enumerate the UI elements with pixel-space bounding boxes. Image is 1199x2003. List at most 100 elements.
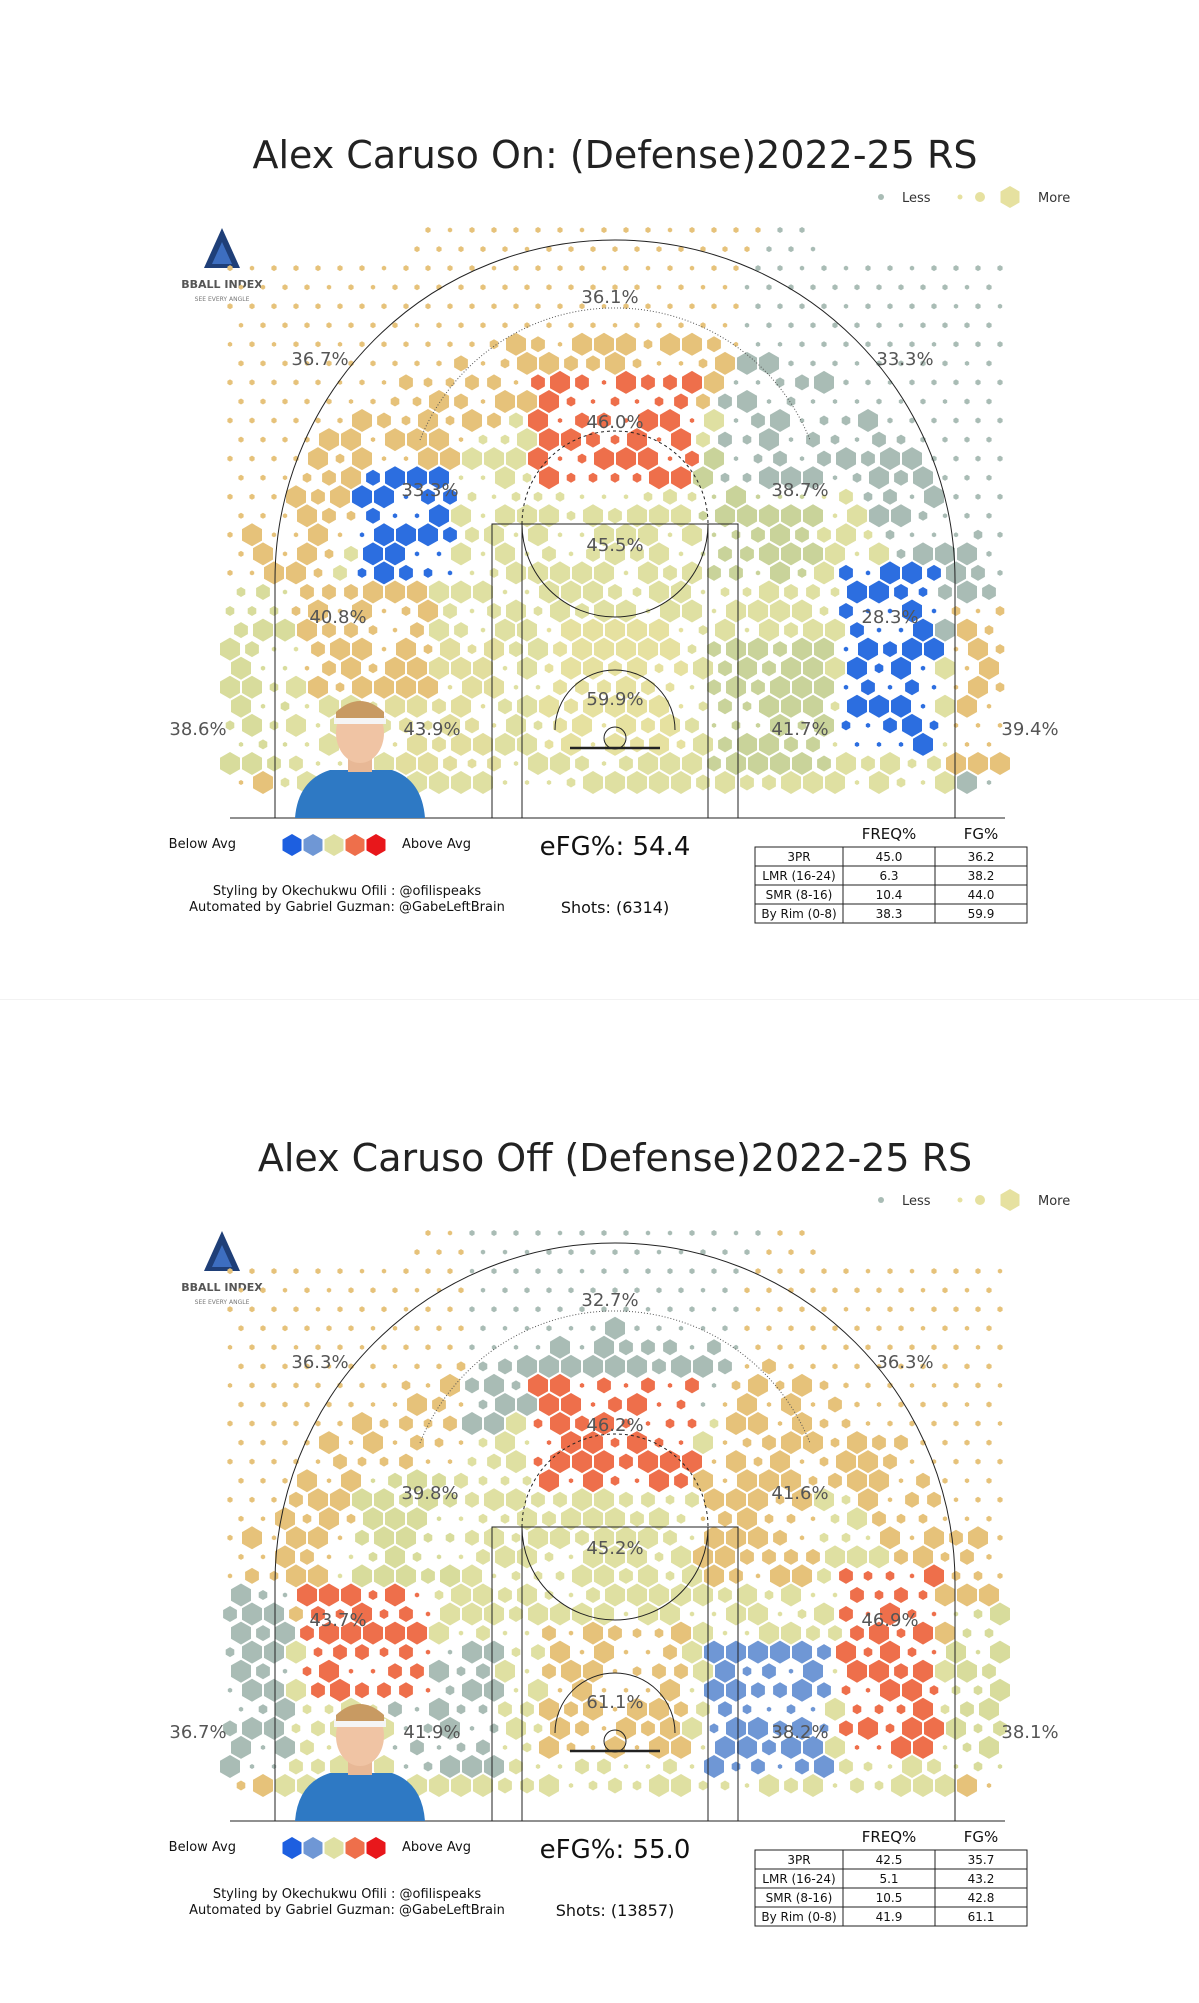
- shot-hex: [973, 1685, 983, 1696]
- shot-hex: [407, 1393, 427, 1416]
- shot-hex: [627, 1545, 647, 1569]
- shot-hex: [517, 1393, 537, 1416]
- shot-hex: [247, 606, 257, 616]
- shot-hex: [480, 551, 486, 557]
- shot-hex: [546, 1249, 552, 1256]
- shot-hex: [883, 1453, 897, 1470]
- shot-hex: [513, 1230, 519, 1236]
- shot-hex: [649, 1774, 669, 1797]
- shot-hex: [726, 1450, 746, 1474]
- shot-hex: [539, 580, 559, 604]
- shot-hex: [880, 752, 900, 775]
- shot-hex: [722, 1630, 728, 1636]
- shot-hex: [825, 656, 845, 680]
- shot-hex: [762, 1434, 776, 1451]
- shot-hex: [623, 1230, 629, 1236]
- shot-hex: [821, 494, 827, 500]
- shot-hex: [425, 1687, 431, 1693]
- shot-hex: [502, 1287, 508, 1294]
- shot-hex: [513, 684, 519, 690]
- shot-hex: [495, 1431, 515, 1455]
- shot-hex: [275, 1774, 295, 1797]
- shot-hex: [271, 303, 277, 310]
- zone-label-rim: 61.1%: [586, 1692, 643, 1713]
- shot-hex: [887, 684, 893, 690]
- shot-hex: [819, 415, 829, 426]
- shot-hex: [832, 1592, 838, 1598]
- shot-hex: [506, 561, 526, 585]
- shot-hex: [610, 1475, 620, 1486]
- shot-hex: [407, 1621, 427, 1645]
- shot-hex: [517, 618, 537, 642]
- player-avatar: [295, 701, 425, 818]
- zone-label-smr-center: 45.5%: [586, 535, 643, 556]
- shot-hex: [649, 618, 669, 642]
- shot-hex: [319, 428, 339, 452]
- shot-hex: [583, 694, 603, 718]
- shot-hex: [502, 1325, 508, 1331]
- shot-hex: [487, 1453, 501, 1470]
- shot-hex: [443, 526, 457, 543]
- shot-hex: [370, 1402, 376, 1407]
- shot-hex: [924, 485, 944, 509]
- shot-hex: [876, 1744, 882, 1750]
- shot-hex: [693, 1621, 713, 1645]
- shot-hex: [817, 1644, 831, 1661]
- shot-hex: [227, 1458, 233, 1465]
- shot-hex: [696, 431, 710, 448]
- shot-hex: [854, 1325, 860, 1332]
- shot-hex: [579, 532, 585, 538]
- shot-hex: [612, 246, 618, 253]
- zone-label-3pt-right-wing: 33.3%: [876, 349, 933, 370]
- shot-hex: [700, 322, 706, 329]
- shot-hex: [858, 1450, 878, 1474]
- table-cell-text: 38.2: [968, 869, 995, 883]
- shot-hex: [425, 1611, 431, 1617]
- shot-hex: [810, 360, 816, 367]
- shot-hex: [473, 1583, 493, 1607]
- shot-hex: [810, 1402, 816, 1407]
- shot-hex: [458, 1402, 464, 1407]
- shot-hex: [953, 341, 959, 348]
- shot-hex: [674, 1472, 688, 1489]
- shot-hex: [623, 1611, 629, 1617]
- player-avatar: [295, 1704, 425, 1821]
- shot-hex: [264, 1602, 284, 1626]
- shot-hex: [291, 1723, 301, 1734]
- shot-hex: [660, 1602, 680, 1626]
- shot-hex: [238, 1325, 244, 1332]
- shot-hex: [993, 1720, 1007, 1737]
- shot-hex: [399, 1415, 413, 1432]
- shot-hex: [660, 1716, 680, 1740]
- shot-hex: [843, 684, 849, 690]
- shot-hex: [286, 675, 306, 699]
- shot-hex: [920, 1325, 926, 1331]
- shot-hex: [264, 1678, 284, 1702]
- zone-label-mid-right-low: 41.7%: [771, 719, 828, 740]
- shot-hex: [368, 663, 378, 674]
- shot-hex: [462, 1564, 482, 1588]
- shot-hex: [641, 1720, 655, 1737]
- shot-hex: [759, 351, 779, 375]
- shot-hex: [579, 1306, 585, 1313]
- shot-hex: [975, 1649, 981, 1655]
- shot-hex: [469, 1725, 475, 1731]
- shot-hex: [861, 450, 875, 467]
- shot-hex: [282, 1668, 288, 1674]
- shot-hex: [480, 399, 486, 404]
- shot-hex: [839, 1720, 853, 1737]
- shot-hex: [630, 736, 644, 753]
- below-avg-label: Below Avg: [169, 837, 236, 852]
- shot-hex: [533, 1418, 543, 1429]
- shot-hex: [227, 1306, 233, 1313]
- shot-hex: [517, 656, 537, 680]
- shot-hex: [671, 1774, 691, 1797]
- shot-hex: [777, 303, 783, 310]
- shot-hex: [445, 1685, 455, 1696]
- zone-label-mid-right-low: 38.2%: [771, 1722, 828, 1743]
- shot-hex: [799, 456, 805, 462]
- shot-hex: [799, 1535, 805, 1541]
- shot-hex: [352, 1412, 372, 1435]
- shot-hex: [462, 1412, 482, 1435]
- shot-hex: [671, 771, 691, 794]
